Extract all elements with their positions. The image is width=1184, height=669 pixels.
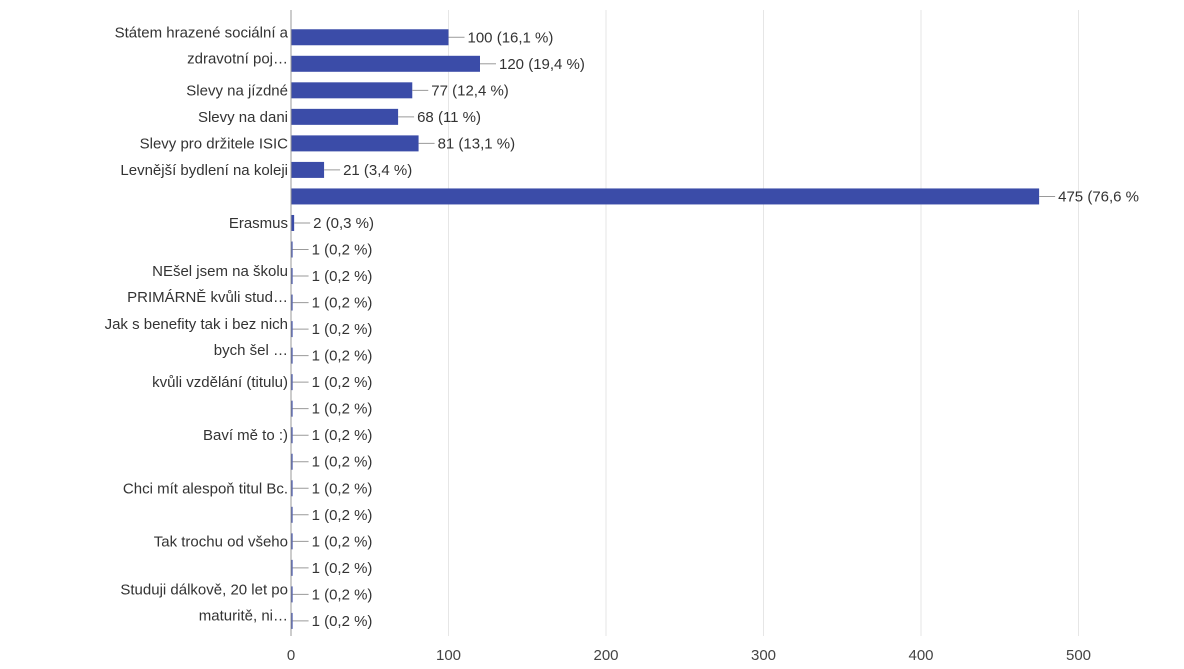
category-label: Jak s benefity tak i bez nich <box>105 316 288 333</box>
category-label: bych šel … <box>214 342 288 359</box>
bar <box>291 161 325 178</box>
category-label: maturitě, ni… <box>199 607 288 624</box>
value-label: 1 (0,2 %) <box>312 533 373 550</box>
category-label: kvůli vzdělání (titulu) <box>152 374 288 391</box>
x-tick-label: 400 <box>908 647 933 664</box>
x-tick-label: 0 <box>287 647 295 664</box>
bar <box>291 586 293 603</box>
gridlines <box>448 10 1079 636</box>
category-label: Slevy pro držitele ISIC <box>140 135 289 152</box>
value-label: 21 (3,4 %) <box>343 162 412 179</box>
value-label: 1 (0,2 %) <box>312 348 373 365</box>
value-label: 1 (0,2 %) <box>312 427 373 444</box>
bar <box>291 188 1040 205</box>
category-label: NEšel jsem na školu <box>152 263 288 280</box>
bar <box>291 612 293 629</box>
bar <box>291 294 293 311</box>
bar <box>291 400 293 417</box>
bar <box>291 347 293 364</box>
value-label: 120 (19,4 %) <box>499 56 585 73</box>
value-label: 1 (0,2 %) <box>312 321 373 338</box>
value-label: 77 (12,4 %) <box>431 82 509 99</box>
category-label: PRIMÁRNĚ kvůli stud… <box>127 289 288 306</box>
category-label: Slevy na dani <box>198 109 288 126</box>
x-tick-label: 300 <box>751 647 776 664</box>
category-label: Státem hrazené sociální a <box>115 24 289 41</box>
value-label: 1 (0,2 %) <box>312 295 373 312</box>
value-label: 1 (0,2 %) <box>312 454 373 471</box>
bar <box>291 453 293 470</box>
value-label: 1 (0,2 %) <box>312 374 373 391</box>
value-label: 475 (76,6 % <box>1058 188 1139 205</box>
category-label: Baví mě to :) <box>203 427 288 444</box>
value-label: 1 (0,2 %) <box>312 401 373 418</box>
value-label: 1 (0,2 %) <box>312 586 373 603</box>
labels: 0 100 200 300 400 500 100 (16,1 %) Státem hraze… <box>105 24 1139 664</box>
category-label: Erasmus <box>229 215 288 232</box>
category-label: Slevy na jízdné <box>186 82 288 99</box>
category-label: Studuji dálkově, 20 let po <box>120 581 288 598</box>
value-label: 81 (13,1 %) <box>438 135 516 152</box>
bar <box>291 135 419 152</box>
value-label: 1 (0,2 %) <box>312 242 373 259</box>
value-label: 100 (16,1 %) <box>468 29 554 46</box>
bar <box>291 533 293 550</box>
value-label: 1 (0,2 %) <box>312 507 373 524</box>
bar <box>291 29 449 46</box>
x-tick-label: 100 <box>436 647 461 664</box>
category-label: Tak trochu od všeho <box>154 533 288 550</box>
value-label: 1 (0,2 %) <box>312 560 373 577</box>
bar <box>291 268 293 285</box>
bar <box>291 374 293 391</box>
bar <box>291 559 293 576</box>
x-tick-label: 200 <box>593 647 618 664</box>
bar <box>291 241 293 258</box>
value-label: 2 (0,3 %) <box>313 215 374 232</box>
value-leaders <box>292 36 1056 622</box>
bar <box>291 108 399 125</box>
bar <box>291 480 293 497</box>
value-label: 68 (11 %) <box>417 109 481 126</box>
bar <box>291 214 295 231</box>
value-label: 1 (0,2 %) <box>312 268 373 285</box>
category-label: zdravotní poj… <box>187 50 288 67</box>
value-label: 1 (0,2 %) <box>312 613 373 630</box>
bars <box>291 29 1040 629</box>
category-label: Levnější bydlení na koleji <box>120 162 288 179</box>
bar <box>291 321 293 338</box>
bar <box>291 55 480 72</box>
value-label: 1 (0,2 %) <box>312 480 373 497</box>
bar <box>291 506 293 523</box>
bar <box>291 427 293 444</box>
x-tick-label: 500 <box>1066 647 1091 664</box>
bar <box>291 82 413 99</box>
category-label: Chci mít alespoň titul Bc. <box>123 480 288 497</box>
